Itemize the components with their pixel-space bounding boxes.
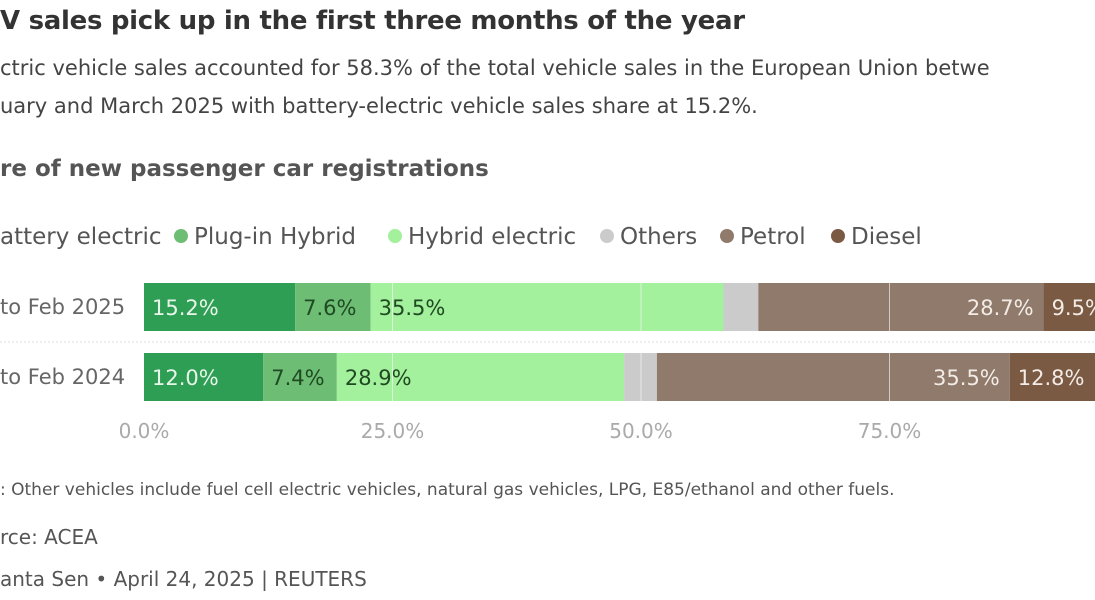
bar-value-label: 9.5% [1052, 296, 1095, 320]
legend-swatch-icon [174, 229, 188, 243]
legend-label: attery electric [0, 224, 162, 250]
legend-label: Plug-in Hybrid [194, 224, 356, 250]
legend-label: Hybrid electric [408, 224, 577, 250]
bar-segment [336, 353, 625, 401]
bar-value-label: 35.5% [933, 366, 1000, 390]
bar-segment [723, 283, 759, 331]
legend-item: attery electric [0, 224, 162, 250]
bar-segment [656, 353, 1010, 401]
legend-item: Diesel [831, 224, 922, 250]
legend-item: Plug-in Hybrid [174, 224, 356, 250]
x-tick-label: 75.0% [858, 419, 922, 443]
legend-item: Hybrid electric [388, 224, 576, 250]
bar-value-label: 7.6% [303, 296, 356, 320]
subtitle-line-1: ctric vehicle sales accounted for 58.3% … [0, 56, 990, 80]
bar-segment [758, 283, 1044, 331]
x-tick-label: 50.0% [609, 419, 673, 443]
bar-segment [263, 353, 337, 401]
legend-label: Others [620, 224, 698, 250]
bar-segment [144, 283, 296, 331]
legend-item: Petrol [720, 224, 806, 250]
bar-segment [370, 283, 724, 331]
bar-segment [1009, 353, 1095, 401]
chart-subheading: re of new passenger car registrations [0, 156, 489, 182]
legend-swatch-icon [600, 229, 614, 243]
legend-label: Petrol [740, 224, 806, 250]
bar-value-label: 15.2% [152, 296, 219, 320]
bar-value-label: 28.7% [967, 296, 1034, 320]
x-tick-label: 25.0% [361, 419, 425, 443]
bar-value-label: 7.4% [271, 366, 324, 390]
legend-swatch-icon [388, 229, 402, 243]
bar-value-label: 12.0% [152, 366, 219, 390]
bar-segment [295, 283, 371, 331]
subtitle-line-2: uary and March 2025 with battery-electri… [0, 94, 758, 118]
chart-title: V sales pick up in the first three month… [0, 6, 745, 36]
footnote: : Other vehicles include fuel cell elect… [0, 480, 895, 500]
legend-item: Others [600, 224, 697, 250]
legend-label: Diesel [851, 224, 922, 250]
byline: anta Sen • April 24, 2025 | REUTERS [0, 567, 367, 591]
legend-swatch-icon [831, 229, 845, 243]
row-label-2024: to Feb 2024 [0, 365, 126, 389]
bar-value-label: 28.9% [345, 366, 412, 390]
row-label-2025: to Feb 2025 [0, 295, 126, 319]
x-tick-label: 0.0% [119, 419, 170, 443]
legend-swatch-icon [720, 229, 734, 243]
source: rce: ACEA [0, 525, 98, 549]
stacked-bar-chart: 15.2% 7.6% 35.5% 28.7% 9.5% 12.0% 7.4% 28.9% 35.… [0, 283, 1095, 443]
bar-segment [1043, 283, 1095, 331]
bar-value-label: 35.5% [379, 296, 446, 320]
bar-segment [144, 353, 264, 401]
bar-value-label: 12.8% [1018, 366, 1085, 390]
